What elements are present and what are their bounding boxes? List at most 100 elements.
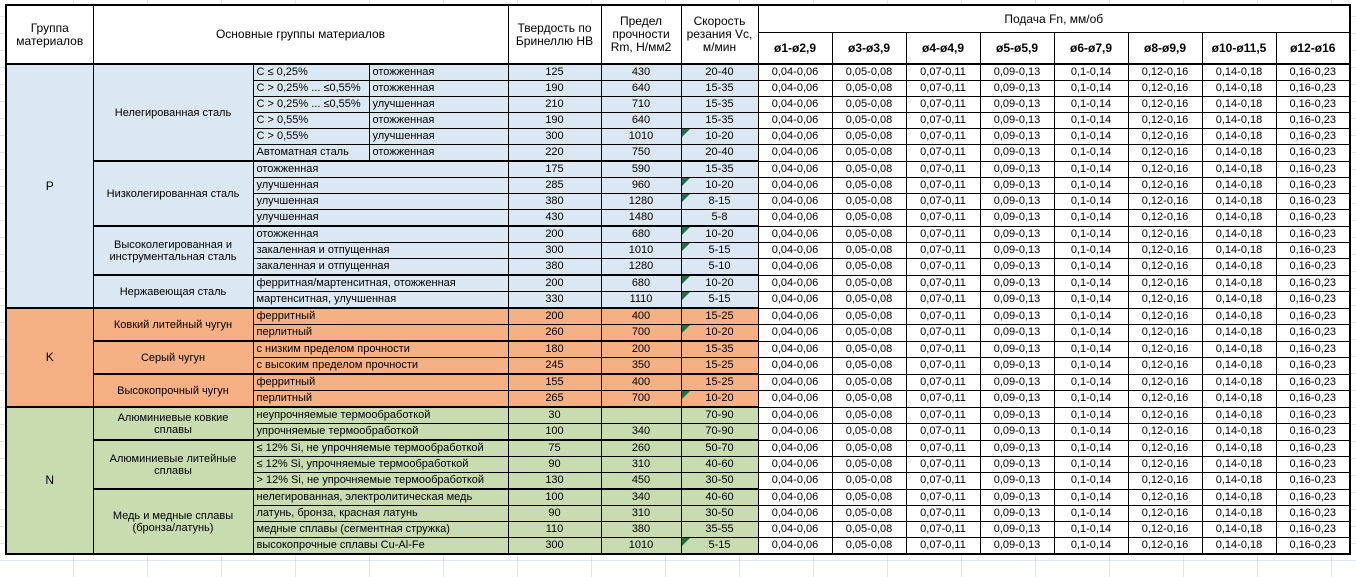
feed-value-cell: 0,05-0,08 bbox=[831, 357, 907, 375]
feed-value-cell: 0,12-0,16 bbox=[1127, 488, 1203, 506]
feed-value-cell: 0,12-0,16 bbox=[1127, 390, 1203, 408]
feed-value-cell: 0,07-0,11 bbox=[905, 488, 981, 506]
feed-value-cell: 0,09-0,13 bbox=[979, 80, 1055, 97]
feed-value-cell: 0,12-0,16 bbox=[1127, 357, 1203, 375]
material-spec-cell: отожженная bbox=[252, 160, 509, 178]
feed-value-cell: 0,09-0,13 bbox=[979, 390, 1055, 408]
cutting-speed-value: 40-60 bbox=[705, 491, 734, 503]
table-row: K Ковкий литейный чугун ферритный 200 400 15-… bbox=[5, 307, 1351, 408]
hardness-cell: 200 bbox=[507, 225, 602, 243]
feed-value-cell: 0,16-0,23 bbox=[1275, 193, 1351, 210]
feed-value-cell: 0,1-0,14 bbox=[1053, 521, 1129, 538]
feed-value-cell: 0,1-0,14 bbox=[1053, 505, 1129, 522]
feed-value-cell: 0,07-0,11 bbox=[905, 456, 981, 473]
feed-value-cell: 0,05-0,08 bbox=[831, 537, 907, 555]
feed-value-cell: 0,1-0,14 bbox=[1053, 291, 1129, 309]
header-brinell-hardness: Твердость по Бринеллю HB bbox=[507, 4, 602, 65]
feed-value-cell: 0,1-0,14 bbox=[1053, 373, 1129, 391]
feed-value-cell: 0,07-0,11 bbox=[905, 128, 981, 145]
feed-value-cell: 0,12-0,16 bbox=[1127, 144, 1203, 162]
hardness-cell: 200 bbox=[507, 307, 602, 325]
feed-value-cell: 0,09-0,13 bbox=[979, 456, 1055, 473]
feed-value-cell: 0,09-0,13 bbox=[979, 274, 1055, 292]
feed-value-cell: 0,14-0,18 bbox=[1201, 537, 1277, 555]
feed-value-cell: 0,04-0,06 bbox=[757, 406, 833, 424]
material-spec-cell: латунь, бронза, красная латунь bbox=[252, 505, 509, 522]
strength-cell: 960 bbox=[600, 177, 682, 194]
feed-value-cell: 0,07-0,11 bbox=[905, 406, 981, 424]
feed-value-cell: 0,16-0,23 bbox=[1275, 274, 1351, 292]
feed-value-cell: 0,09-0,13 bbox=[979, 406, 1055, 424]
feed-value-cell: 0,14-0,18 bbox=[1201, 258, 1277, 276]
comment-marker-icon bbox=[682, 194, 690, 202]
feed-value-cell: 0,04-0,06 bbox=[757, 80, 833, 97]
cutting-speed-cell: 10-20 bbox=[680, 324, 759, 342]
feed-value-cell: 0,12-0,16 bbox=[1127, 324, 1203, 342]
feed-value-cell: 0,1-0,14 bbox=[1053, 128, 1129, 145]
feed-value-cell: 0,14-0,18 bbox=[1201, 193, 1277, 210]
comment-marker-icon bbox=[682, 292, 690, 300]
feed-value-cell: 0,14-0,18 bbox=[1201, 423, 1277, 441]
cutting-speed-value: 40-60 bbox=[705, 458, 734, 470]
cutting-speed-cell: 5-8 bbox=[680, 209, 759, 227]
material-spec-cell: C ≤ 0,25% bbox=[252, 63, 370, 81]
feed-value-cell: 0,12-0,16 bbox=[1127, 96, 1203, 113]
feed-value-cell: 0,04-0,06 bbox=[757, 373, 833, 391]
cutting-speed-value: 5-10 bbox=[708, 260, 731, 272]
hardness-cell: 260 bbox=[507, 324, 602, 342]
strength-cell: 700 bbox=[600, 390, 682, 408]
feed-value-cell: 0,1-0,14 bbox=[1053, 63, 1129, 81]
material-spec-cell: мартенситная, улучшенная bbox=[252, 291, 509, 309]
feed-value-cell: 0,07-0,11 bbox=[905, 96, 981, 113]
feed-value-cell: 0,16-0,23 bbox=[1275, 340, 1351, 358]
feed-value-cell: 0,1-0,14 bbox=[1053, 488, 1129, 506]
feed-value-cell: 0,14-0,18 bbox=[1201, 521, 1277, 538]
feed-value-cell: 0,1-0,14 bbox=[1053, 209, 1129, 227]
hardness-cell: 330 bbox=[507, 291, 602, 309]
table-row: улучшенная 380 1280 8-15 0,04-0,06 0,05-0,08 0… bbox=[6, 193, 1351, 210]
feed-diameter-header: ø1-ø2,9 bbox=[757, 32, 833, 65]
hardness-cell: 245 bbox=[507, 357, 602, 375]
feed-value-cell: 0,04-0,06 bbox=[757, 177, 833, 194]
strength-cell: 310 bbox=[600, 505, 682, 522]
cutting-speed-cell: 5-15 bbox=[680, 242, 759, 259]
feed-value-cell: 0,05-0,08 bbox=[831, 193, 907, 210]
cutting-speed-cell: 15-25 bbox=[680, 373, 759, 391]
table-row: Медь и медные сплавы (бронза/латунь) неле… bbox=[6, 488, 1351, 555]
feed-value-cell: 0,1-0,14 bbox=[1053, 324, 1129, 342]
feed-value-cell: 0,04-0,06 bbox=[757, 225, 833, 243]
feed-value-cell: 0,07-0,11 bbox=[905, 357, 981, 375]
feed-value-cell: 0,05-0,08 bbox=[831, 423, 907, 441]
table-row: с высоким пределом прочности 245 350 15-25 0… bbox=[6, 357, 1351, 375]
feed-value-cell: 0,16-0,23 bbox=[1275, 373, 1351, 391]
cutting-speed-value: 15-35 bbox=[705, 163, 734, 175]
feed-value-cell: 0,12-0,16 bbox=[1127, 423, 1203, 441]
cutting-speed-cell: 40-60 bbox=[680, 488, 759, 506]
cutting-speed-value: 30-50 bbox=[705, 474, 734, 486]
feed-value-cell: 0,04-0,06 bbox=[757, 193, 833, 210]
feed-value-cell: 0,16-0,23 bbox=[1275, 439, 1351, 457]
feed-diameter-header: ø3-ø3,9 bbox=[831, 32, 907, 65]
feed-value-cell: 0,04-0,06 bbox=[757, 128, 833, 145]
feed-value-cell: 0,05-0,08 bbox=[831, 291, 907, 309]
material-spec-cell: перлитный bbox=[252, 390, 509, 408]
comment-marker-icon bbox=[682, 129, 690, 137]
feed-value-cell: 0,1-0,14 bbox=[1053, 160, 1129, 178]
hardness-cell: 175 bbox=[507, 160, 602, 178]
feed-diameter-header: ø4-ø4,9 bbox=[905, 32, 981, 65]
feed-value-cell: 0,07-0,11 bbox=[905, 177, 981, 194]
cutting-speed-value: 35-55 bbox=[705, 523, 734, 535]
feed-value-cell: 0,05-0,08 bbox=[831, 144, 907, 162]
table-row: Высоколегированная и инструментальная ст… bbox=[6, 225, 1351, 276]
feed-value-cell: 0,05-0,08 bbox=[831, 406, 907, 424]
feed-value-cell: 0,09-0,13 bbox=[979, 209, 1055, 227]
feed-value-cell: 0,12-0,16 bbox=[1127, 209, 1203, 227]
feed-value-cell: 0,09-0,13 bbox=[979, 307, 1055, 325]
cutting-speed-value: 15-35 bbox=[705, 98, 734, 110]
material-spec-cell: C > 0,55% bbox=[252, 128, 370, 145]
subgroup-name-cell: Нержавеющая сталь bbox=[92, 274, 254, 309]
material-state-cell: отожженная bbox=[368, 112, 509, 129]
cutting-speed-value: 10-20 bbox=[705, 277, 734, 289]
feed-value-cell: 0,16-0,23 bbox=[1275, 96, 1351, 113]
material-spec-cell: C > 0,55% bbox=[252, 112, 370, 129]
